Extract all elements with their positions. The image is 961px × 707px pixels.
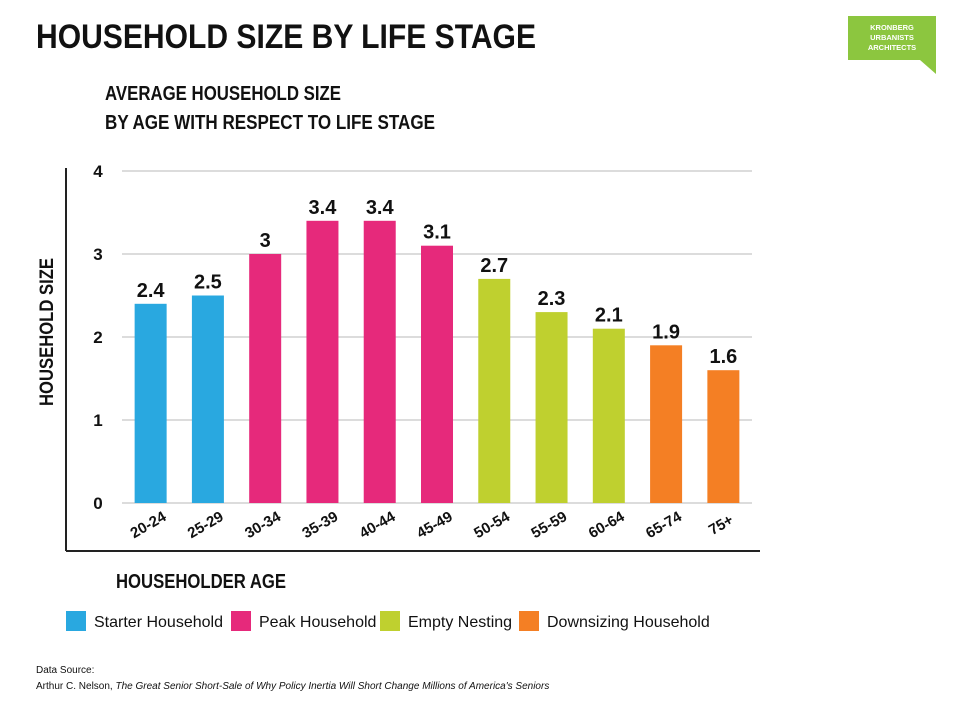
legend-label: Starter Household bbox=[94, 614, 223, 631]
bar bbox=[592, 328, 625, 503]
bar bbox=[249, 254, 282, 503]
y-axis-label: HOUSEHOLD SIZE bbox=[37, 258, 58, 406]
bar bbox=[306, 220, 339, 504]
y-tick-label: 2 bbox=[93, 328, 102, 347]
y-tick-label: 0 bbox=[93, 494, 102, 513]
page-title: HOUSEHOLD SIZE BY LIFE STAGE bbox=[36, 18, 536, 56]
bar bbox=[650, 345, 683, 503]
bar bbox=[191, 295, 224, 503]
y-tick-label: 4 bbox=[93, 162, 103, 181]
x-tick-label: 75+ bbox=[706, 511, 737, 539]
source-citation: Arthur C. Nelson, The Great Senior Short… bbox=[36, 681, 549, 692]
logo-text: KRONBERG bbox=[870, 23, 914, 32]
bar bbox=[421, 245, 453, 503]
chart-subtitle: BY AGE WITH RESPECT TO LIFE STAGE bbox=[105, 112, 435, 134]
legend-label: Peak Household bbox=[259, 614, 376, 631]
logo-badge bbox=[848, 16, 936, 74]
bar bbox=[134, 303, 167, 503]
legend-swatch bbox=[519, 611, 539, 631]
legend-swatch bbox=[66, 611, 86, 631]
legend-swatch bbox=[231, 611, 251, 631]
source-work: The Great Senior Short-Sale of Why Polic… bbox=[115, 681, 549, 692]
value-label: 3 bbox=[260, 230, 271, 252]
y-tick-label: 3 bbox=[93, 245, 102, 264]
x-tick-label: 60-64 bbox=[586, 508, 628, 542]
y-tick-label: 1 bbox=[93, 411, 102, 430]
x-tick-label: 65-74 bbox=[643, 508, 685, 542]
source-author: Arthur C. Nelson, bbox=[36, 681, 115, 692]
value-label: 1.9 bbox=[652, 321, 680, 343]
value-label: 2.1 bbox=[595, 305, 623, 327]
legend-swatch bbox=[380, 611, 400, 631]
value-label: 1.6 bbox=[709, 346, 737, 368]
source-label: Data Source: bbox=[36, 665, 94, 676]
bar bbox=[707, 370, 740, 503]
logo-text: URBANISTS bbox=[870, 33, 914, 42]
legend-label: Downsizing Household bbox=[547, 614, 710, 631]
value-label: 3.4 bbox=[309, 197, 338, 219]
chart-subtitle: AVERAGE HOUSEHOLD SIZE bbox=[105, 83, 341, 105]
bar bbox=[535, 312, 568, 503]
bar bbox=[363, 220, 396, 504]
x-axis-label: HOUSEHOLDER AGE bbox=[116, 571, 286, 593]
x-tick-label: 45-49 bbox=[414, 508, 456, 542]
x-tick-label: 30-34 bbox=[242, 508, 284, 542]
value-label: 2.5 bbox=[194, 272, 222, 294]
legend-label: Empty Nesting bbox=[408, 614, 512, 631]
value-label: 3.1 bbox=[423, 222, 451, 244]
x-tick-label: 35-39 bbox=[299, 508, 341, 542]
value-label: 2.3 bbox=[538, 288, 566, 310]
x-tick-label: 20-24 bbox=[128, 508, 170, 542]
bar bbox=[478, 278, 511, 503]
value-label: 2.4 bbox=[137, 280, 166, 302]
logo-text: ARCHITECTS bbox=[868, 43, 916, 52]
x-tick-label: 55-59 bbox=[528, 508, 570, 542]
x-tick-label: 25-29 bbox=[185, 508, 227, 542]
value-label: 3.4 bbox=[366, 197, 395, 219]
value-label: 2.7 bbox=[480, 255, 508, 277]
x-tick-label: 40-44 bbox=[357, 508, 399, 542]
x-tick-label: 50-54 bbox=[471, 508, 513, 542]
